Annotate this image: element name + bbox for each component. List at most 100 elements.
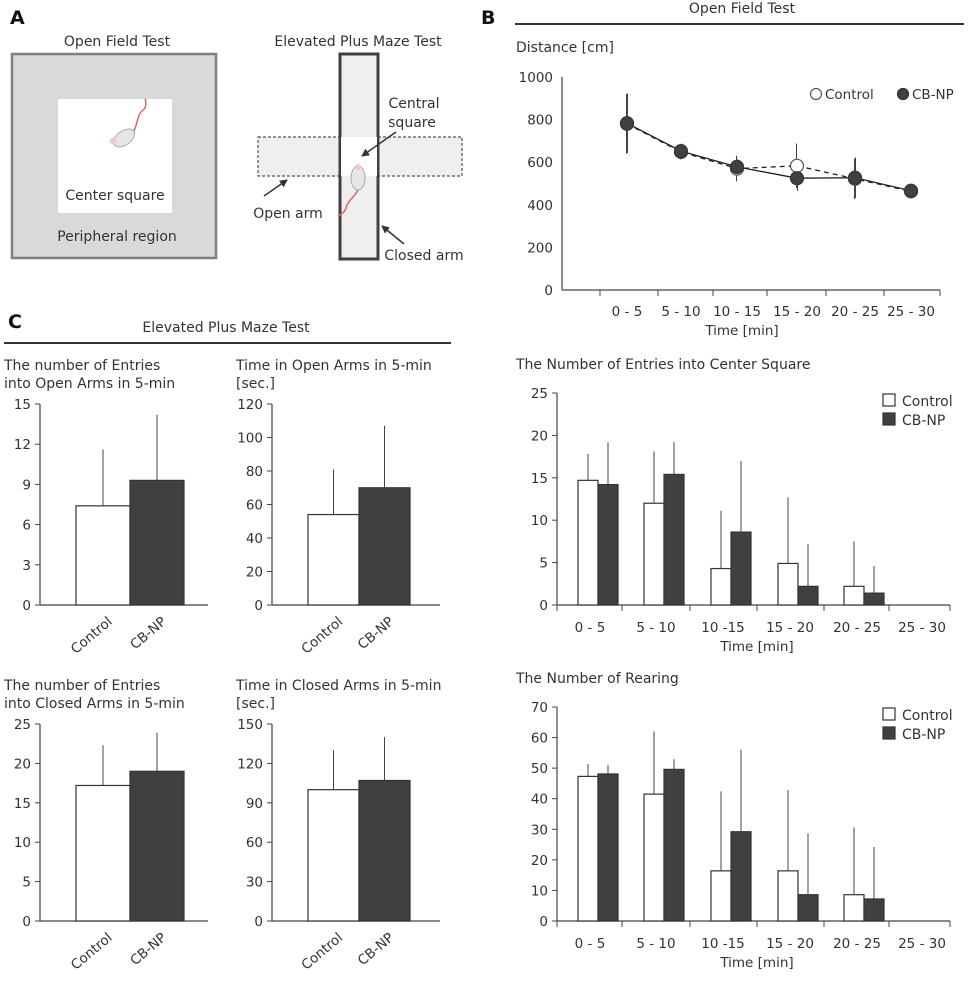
center_entries-y-tick-label: 5 bbox=[539, 556, 548, 572]
center_entries-title: The Number of Entries into Center Square bbox=[515, 357, 810, 373]
mouse-icon bbox=[109, 98, 147, 148]
center_entries-x-tick-label: 5 - 10 bbox=[636, 620, 675, 636]
rearing-x-tick-label: 25 - 30 bbox=[898, 936, 946, 952]
panel-label-a: A bbox=[10, 7, 25, 29]
open_time-title-line: [sec.] bbox=[236, 376, 275, 392]
center-square-region bbox=[58, 99, 172, 213]
center_entries-y-tick-label: 0 bbox=[539, 598, 548, 614]
distance-y-tick-label: 200 bbox=[527, 240, 553, 256]
closed_entries-y-tick-label: 0 bbox=[22, 914, 31, 930]
closed_entries-y-tick-label: 20 bbox=[14, 756, 31, 772]
center_entries-bar-cbnp bbox=[597, 483, 619, 606]
open_entries-x-tick-label: Control bbox=[68, 614, 116, 658]
open_entries-y-tick-label: 3 bbox=[22, 558, 31, 574]
center_entries-legend-marker-control bbox=[882, 393, 896, 407]
open_time-y-tick-label: 0 bbox=[254, 598, 263, 614]
closed_time-x-tick-label: CB-NP bbox=[355, 930, 397, 969]
rearing-x-tick-label: 10 -15 bbox=[701, 936, 745, 952]
distance-legend-marker-cbnp bbox=[896, 87, 910, 101]
rearing-x-tick-label: 20 - 25 bbox=[833, 936, 881, 952]
distance-y-tick-label: 800 bbox=[527, 113, 553, 129]
center_entries-bar-control bbox=[577, 479, 599, 606]
rearing-bar-cbnp bbox=[663, 768, 685, 922]
open_entries-title-line: The number of Entries bbox=[3, 358, 160, 374]
open_time-y-tick-label: 120 bbox=[237, 397, 263, 413]
open_entries-y-tick-label: 15 bbox=[14, 397, 31, 413]
rearing-x-tick-label: 15 - 20 bbox=[766, 936, 814, 952]
open_time-y-tick-label: 100 bbox=[237, 431, 263, 447]
distance-point-cbnp bbox=[673, 144, 689, 159]
central-square-label-line1: Central bbox=[389, 96, 440, 112]
distance-y-tick-label: 1000 bbox=[519, 70, 553, 86]
open_time-y-tick-label: 20 bbox=[246, 565, 263, 581]
open_entries-x-tick-label: CB-NP bbox=[127, 614, 169, 653]
center_entries-legend-label-cbnp: CB-NP bbox=[902, 413, 945, 429]
open_entries-bar-cbnp bbox=[129, 479, 185, 606]
open_time-y-tick-label: 40 bbox=[246, 531, 263, 547]
section-c-title: Elevated Plus Maze Test bbox=[142, 320, 310, 336]
open-arm-label: Open arm bbox=[253, 206, 323, 222]
center-square-label: Center square bbox=[65, 188, 164, 204]
rearing-x-tick-label: 5 - 10 bbox=[636, 936, 675, 952]
panel-label-b: B bbox=[481, 7, 495, 29]
distance-x-tick-label: 5 - 10 bbox=[661, 304, 700, 320]
closed_entries-x-tick-label: CB-NP bbox=[127, 930, 169, 969]
open_entries-y-tick-label: 0 bbox=[22, 598, 31, 614]
rearing-y-tick-label: 10 bbox=[531, 883, 548, 899]
plus-maze-title: Elevated Plus Maze Test bbox=[274, 34, 442, 50]
closed_entries-y-tick-label: 10 bbox=[14, 835, 31, 851]
plus-maze-diagram: Elevated Plus Maze Test Central square O… bbox=[253, 34, 463, 264]
center_entries-legend-marker-cbnp bbox=[882, 412, 896, 426]
closed_entries-y-tick-label: 25 bbox=[14, 717, 31, 733]
distance-x-tick-label: 20 - 25 bbox=[831, 304, 879, 320]
rearing-y-tick-label: 0 bbox=[539, 914, 548, 930]
center_entries-bar-control bbox=[710, 567, 732, 606]
closed_entries-y-tick-label: 15 bbox=[14, 796, 31, 812]
rearing-y-tick-label: 50 bbox=[531, 761, 548, 777]
distance-x-tick-label: 15 - 20 bbox=[773, 304, 821, 320]
center_entries-legend-label-control: Control bbox=[902, 394, 953, 410]
rearing-bar-control bbox=[643, 793, 665, 922]
distance-x-tick-label: 10 - 15 bbox=[713, 304, 761, 320]
rearing-x-label: Time [min] bbox=[719, 955, 793, 971]
open_entries-y-tick-label: 9 bbox=[22, 477, 31, 493]
open_entries-title-line: into Open Arms in 5-min bbox=[4, 376, 175, 392]
center_entries-bar-control bbox=[643, 502, 665, 606]
center_entries-x-tick-label: 25 - 30 bbox=[898, 620, 946, 636]
center_entries-bar-cbnp bbox=[730, 531, 752, 606]
closed_time-title-line: [sec.] bbox=[236, 696, 275, 712]
closed_time-y-tick-label: 60 bbox=[246, 835, 263, 851]
closed_time-y-tick-label: 120 bbox=[237, 756, 263, 772]
distance-point-cbnp bbox=[903, 183, 919, 198]
rearing-title: The Number of Rearing bbox=[515, 671, 679, 687]
open_time-y-tick-label: 80 bbox=[246, 464, 263, 480]
open-field-diagram: Open Field Test Center square Peripheral… bbox=[10, 34, 218, 260]
closed_entries-title-line: into Closed Arms in 5-min bbox=[4, 696, 185, 712]
center_entries-x-tick-label: 0 - 5 bbox=[575, 620, 606, 636]
center_entries-x-tick-label: 10 -15 bbox=[701, 620, 745, 636]
distance-legend-marker-control bbox=[809, 87, 823, 101]
rearing-y-tick-label: 60 bbox=[531, 731, 548, 747]
open_time-y-tick-label: 60 bbox=[246, 498, 263, 514]
center_entries-bar-cbnp bbox=[797, 585, 819, 606]
closed_entries-bar-cbnp bbox=[129, 770, 185, 922]
closed_time-y-tick-label: 0 bbox=[254, 914, 263, 930]
closed_time-bar-cbnp bbox=[358, 779, 411, 922]
mouse-icon bbox=[337, 164, 366, 217]
rearing-y-tick-label: 20 bbox=[531, 853, 548, 869]
open_entries-bar-control bbox=[75, 505, 131, 606]
open_time-x-tick-label: CB-NP bbox=[355, 614, 397, 653]
closed_entries-y-tick-label: 5 bbox=[22, 875, 31, 891]
closed_entries-x-tick-label: Control bbox=[68, 930, 116, 974]
center_entries-bar-cbnp bbox=[663, 473, 685, 606]
distance-point-cbnp bbox=[847, 170, 863, 185]
rearing-legend-marker-control bbox=[882, 707, 896, 721]
open_time-title-line: Time in Open Arms in 5-min bbox=[235, 358, 432, 374]
distance-y-tick-label: 600 bbox=[527, 155, 553, 171]
open-field-title: Open Field Test bbox=[64, 34, 171, 50]
open_entries-y-tick-label: 6 bbox=[22, 518, 31, 534]
open-arm-arrow bbox=[263, 179, 288, 197]
distance-x-tick-label: 25 - 30 bbox=[887, 304, 935, 320]
rearing-x-tick-label: 0 - 5 bbox=[575, 936, 606, 952]
